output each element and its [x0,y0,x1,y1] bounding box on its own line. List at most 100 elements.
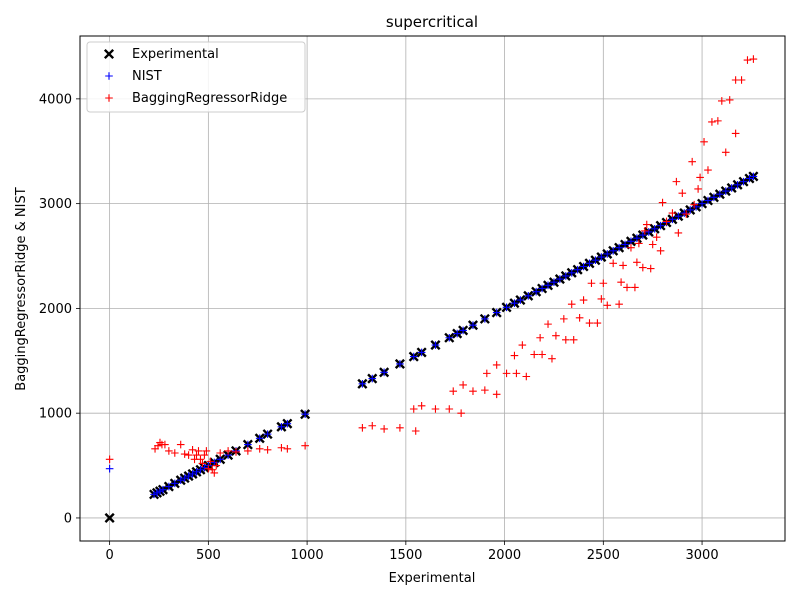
bagging-regressor-ridge-point [192,451,201,459]
bagging-regressor-ridge-point [714,117,722,125]
legend-label-nist: NIST [132,69,162,84]
bagging-regressor-ridge-point [682,210,691,218]
bagging-regressor-ridge-point [737,76,746,84]
y-tick-label: 0 [64,511,72,526]
y-tick-label: 1000 [39,407,72,422]
bagging-regressor-ridge-point [224,447,232,455]
bagging-regressor-ridge-point [569,336,578,344]
nist-point [745,174,754,183]
nist-point [283,419,292,428]
nist-point [192,468,201,476]
nist-point [633,234,641,243]
nist-point [263,430,272,438]
bagging-regressor-ridge-point [449,387,458,395]
bagging-regressor-ridge-point [694,185,702,193]
nist-point [255,434,264,443]
nist-point [686,206,695,214]
nist-point [544,281,552,290]
nist-point [180,474,189,482]
bagging-regressor-ridge-point [552,331,560,340]
nist-point [674,212,683,221]
nist-point [510,299,519,307]
bagging-regressor-ridge-point [210,469,219,477]
nist-point [105,464,114,473]
x-tick-label: 0 [105,548,113,563]
bagging-regressor-ridge-point [206,457,215,466]
nist-point [165,482,173,491]
bagging-regressor-ridge-point [587,279,596,288]
bagging-regressor-ridge-point [725,96,734,104]
nist-point [409,352,418,361]
nist-point [176,476,185,485]
bagging-regressor-ridge-point [445,405,454,413]
y-tick-label: 2000 [39,302,72,317]
ticks: 0 500 1000 1500 2000 2500 3000 0 1000 2000 3000 400… [39,92,719,563]
x-tick-label: 1500 [389,548,422,563]
bagging-regressor-ridge-point [646,264,655,273]
bagging-regressor-ridge-point [232,448,240,456]
bagging-regressor-ridge-point [668,209,677,217]
bagging-regressor-ridge-point [283,445,292,453]
x-tick-label: 3000 [686,548,719,563]
nist-point [561,272,570,280]
legend-marker-bagging-regressor-ridge [105,94,113,102]
bagging-regressor-ridge-point [244,447,252,455]
nist-point [650,224,659,233]
axes-frame [79,35,786,542]
nist-point [159,485,167,494]
nist-point [210,458,219,467]
bagging-regressor-ridge-point [518,341,527,349]
plot-area [80,36,785,541]
bagging-regressor-ridge-point [492,390,501,399]
x-tick-label: 500 [196,548,221,563]
bagging-regressor-ridge-point [161,440,169,449]
bagging-regressor-ridge-point [483,369,491,378]
bagging-regressor-ridge-point [538,350,546,359]
y-axis-label: BaggingRegressorRidge & NIST [14,187,29,390]
legend-markers [103,48,115,102]
bagging-regressor-ridge-point [561,336,570,344]
bagging-regressor-ridge-point [674,229,683,237]
bagging-regressor-ridge-point [469,387,477,395]
nist-point [550,278,558,287]
nist-point [358,380,367,388]
bagging-regressor-ridge-point [585,319,594,327]
y-tick-label: 3000 [39,197,72,212]
bagging-regressor-ridge-point [208,465,217,474]
bagging-regressor-ridge-point [544,320,552,328]
nist-point [609,246,617,255]
nist-point [445,333,454,342]
nist-point [431,341,440,349]
bagging-regressor-ridge-point [575,314,584,322]
bagging-regressor-ridge-point [567,300,576,309]
bagging-regressor-ridge-point [263,446,272,454]
bagging-regressor-ridge-point [459,381,467,389]
bagging-regressor-ridge-point [642,220,651,229]
data-marks [104,55,759,523]
experimental-point [104,512,115,523]
nist-point [721,187,730,195]
bagging-regressor-ridge-point [165,447,173,455]
bagging-regressor-ridge-point [623,283,631,292]
legend-box [86,41,306,113]
nist-point [368,374,377,383]
bagging-regressor-ridge-point [619,261,627,270]
bagging-regressor-ridge-point [510,351,519,360]
bagging-regressor-ridge-point [380,425,388,433]
bagging-regressor-ridge-point [277,443,286,452]
bagging-regressor-ridge-point [640,227,649,235]
nist-point [532,287,540,296]
legend: Experimental NIST BaggingRegressorRidge [86,41,306,113]
bagging-regressor-ridge-point [631,283,639,292]
nist-point [516,296,525,304]
bagging-regressor-ridge-point [678,189,687,197]
grid [80,36,785,541]
bagging-regressor-ridge-point [154,441,162,450]
nist-point [603,250,612,258]
nist-point [556,275,564,283]
bagging-regressor-ridge-point [216,449,225,457]
nist-point [680,209,689,217]
nist-point [196,465,205,474]
